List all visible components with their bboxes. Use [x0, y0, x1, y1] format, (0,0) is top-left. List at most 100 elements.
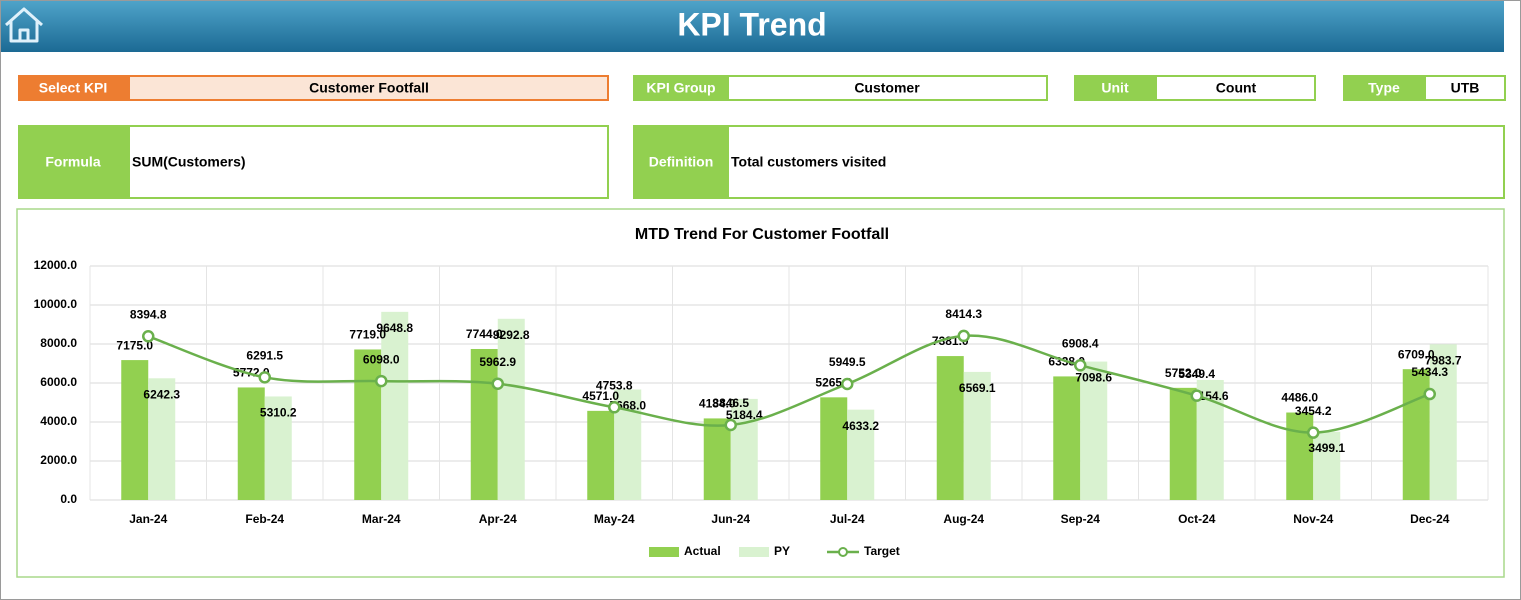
bar — [1402, 369, 1430, 500]
legend-label: Target — [864, 544, 900, 558]
data-label: 7744.0 — [466, 327, 503, 341]
data-label: 6242.3 — [143, 387, 180, 401]
x-tick-label: May-24 — [594, 512, 635, 526]
data-label: 6291.5 — [246, 348, 283, 362]
x-tick-label: Oct-24 — [1178, 512, 1216, 526]
data-label: 4753.8 — [596, 378, 633, 392]
x-tick-label: Feb-24 — [245, 512, 284, 526]
kpi-select[interactable] — [128, 75, 609, 101]
data-label: 5752.0 — [1165, 366, 1202, 380]
line-marker — [375, 374, 388, 388]
data-label: 4486.0 — [1281, 391, 1318, 405]
bar — [703, 418, 731, 500]
field-value-box — [128, 125, 609, 199]
x-tick-label: Jun-24 — [711, 512, 750, 526]
bar — [354, 349, 382, 500]
data-label: 6709.0 — [1398, 347, 1435, 361]
line-marker — [957, 329, 970, 343]
x-tick-label: Mar-24 — [362, 512, 401, 526]
home-button[interactable] — [5, 7, 43, 43]
line-marker — [142, 330, 155, 343]
bar — [963, 371, 991, 500]
chart: 0.0 2000.0 4000.0 6000.0 8000.0 10000.0 12000.… — [34, 258, 1489, 558]
bar — [121, 360, 149, 500]
field-label: Type — [1368, 80, 1400, 96]
chart-title: MTD Trend For Customer Footfall — [635, 226, 889, 243]
data-label: 5962.9 — [479, 355, 516, 369]
field-label-box — [18, 75, 129, 101]
x-tick-label: Jan-24 — [129, 512, 167, 526]
line-marker — [258, 371, 271, 384]
x-tick-label: Jul-24 — [830, 512, 865, 526]
data-label: 9292.8 — [493, 328, 530, 342]
legend-swatch-marker — [838, 547, 848, 557]
bar — [936, 356, 964, 500]
bar — [264, 396, 292, 500]
bar — [1169, 387, 1197, 500]
data-label: 5184.4 — [726, 408, 763, 422]
line-marker — [491, 377, 504, 390]
x-tick-label: Dec-24 — [1410, 512, 1450, 526]
x-tick-label: Aug-24 — [943, 512, 984, 526]
data-label: 7098.6 — [1075, 371, 1112, 385]
data-label: 7983.7 — [1425, 353, 1462, 367]
bar — [148, 378, 176, 500]
x-tick-label: Sep-24 — [1061, 512, 1101, 526]
line-marker — [724, 418, 737, 432]
bar — [497, 318, 525, 500]
data-label: 8414.3 — [945, 307, 982, 321]
legend-label: PY — [774, 544, 790, 558]
header-bar — [1, 1, 1504, 52]
field-label: KPI Group — [646, 80, 715, 96]
data-label: 9648.8 — [376, 321, 413, 335]
legend-label: Actual — [684, 544, 721, 558]
field-value[interactable]: Customer Footfall — [309, 80, 429, 96]
bar — [730, 398, 758, 500]
chart-panel — [16, 208, 1505, 578]
line-marker — [608, 401, 621, 414]
data-label: 5949.5 — [829, 355, 866, 369]
data-label: 5310.2 — [260, 406, 297, 420]
legend-swatch — [739, 547, 769, 557]
data-label: 3846.5 — [712, 396, 749, 410]
bar — [1080, 361, 1108, 500]
data-label: 7175.0 — [116, 338, 153, 352]
data-label: 3499.1 — [1308, 441, 1345, 455]
y-tick-label: 10000.0 — [34, 297, 78, 311]
data-label: 4571.0 — [582, 389, 619, 403]
legend-swatch — [649, 547, 679, 557]
y-tick-label: 8000.0 — [40, 336, 77, 350]
data-label: 6098.0 — [363, 352, 400, 366]
field-value: Count — [1216, 80, 1257, 96]
bar — [820, 397, 848, 500]
field-label-box — [633, 75, 728, 101]
home-icon[interactable] — [5, 7, 43, 43]
bar — [587, 410, 615, 500]
bar — [1313, 431, 1341, 500]
line-marker — [1190, 389, 1203, 402]
field-label-box — [1343, 75, 1425, 101]
data-label: 6569.1 — [959, 381, 996, 395]
y-tick-label: 4000.0 — [40, 414, 77, 428]
page-title: KPI Trend — [677, 6, 826, 42]
bar — [847, 409, 875, 500]
field-label-box — [18, 125, 129, 199]
field-value-box — [727, 125, 1505, 199]
bar — [470, 348, 498, 500]
field-value: Customer — [854, 80, 920, 96]
field-value: UTB — [1451, 80, 1480, 96]
field-label: Unit — [1101, 80, 1129, 96]
data-label: 7719.0 — [349, 328, 386, 342]
bar — [237, 387, 265, 500]
x-tick-label: Apr-24 — [479, 512, 517, 526]
field-label: Select KPI — [39, 80, 107, 96]
line-marker — [841, 377, 854, 391]
field-label: Formula — [45, 154, 100, 170]
x-tick-label: Nov-24 — [1293, 512, 1333, 526]
line — [147, 334, 1431, 434]
field-value-box — [1424, 75, 1506, 101]
data-label: 6908.4 — [1062, 336, 1099, 350]
y-tick-label: 2000.0 — [40, 453, 77, 467]
data-label: 5349.4 — [1178, 367, 1215, 381]
